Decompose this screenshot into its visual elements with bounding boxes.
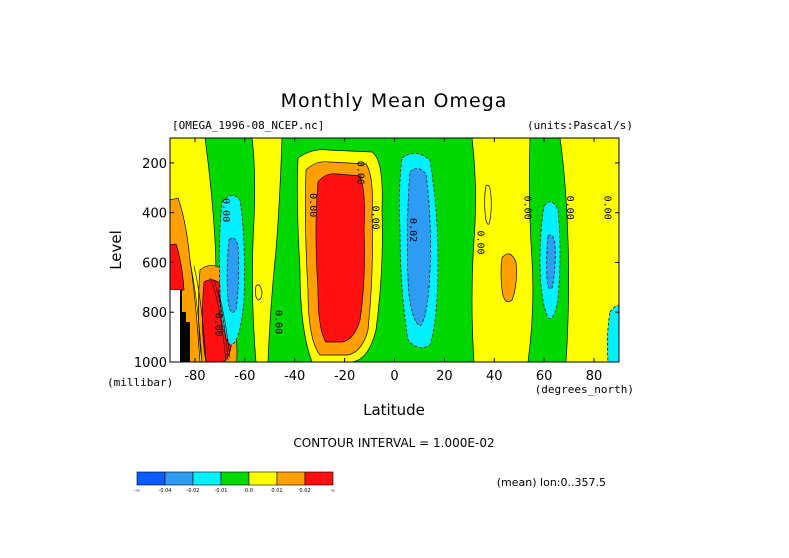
- x-tick-label: -60: [234, 369, 255, 384]
- colorbar-label: ∞: [331, 488, 335, 494]
- colorbar-swatch: [304, 471, 334, 486]
- colorbar-label: -0.04: [159, 488, 172, 494]
- band-blue-north: [546, 234, 556, 290]
- band-yellow-north: [559, 138, 619, 362]
- x-axis-label: Latitude: [363, 401, 425, 419]
- x-tick-label: 60: [536, 369, 553, 384]
- colorbar-label: -0.02: [187, 488, 200, 494]
- x-units-label: (degrees_north): [535, 383, 634, 396]
- dataset-label: [OMEGA_1996-08_NCEP.nc]: [172, 119, 324, 132]
- colorbar-label: 0.01: [271, 488, 282, 494]
- x-tick-label: 20: [436, 369, 453, 384]
- contour-interval-text: CONTOUR INTERVAL = 1.000E-02: [293, 436, 494, 450]
- x-tick-label: 40: [486, 369, 503, 384]
- y-axis: 200 400 600 800 1000: [134, 157, 619, 371]
- x-tick-label: 0: [390, 369, 398, 384]
- y-axis-label: Level: [107, 230, 125, 270]
- colorbar-label: 0.02: [299, 488, 310, 494]
- colorbar-label: 0.0: [245, 488, 253, 494]
- band-blue-south: [226, 237, 240, 313]
- footer-text: (mean) lon:0..357.5: [497, 476, 606, 489]
- topography-white: [170, 290, 180, 362]
- band-yellow-island-1: [484, 184, 492, 225]
- contour-label: 0.00: [212, 313, 223, 337]
- colorbar-swatch: [136, 471, 166, 486]
- contour-label: 0.00: [272, 310, 283, 334]
- band-yellow-island-2: [254, 284, 263, 301]
- contour-field: [170, 138, 619, 362]
- contour-label: 0.00: [220, 198, 231, 222]
- x-tick-label: -20: [334, 369, 355, 384]
- y-tick-label: 400: [142, 207, 167, 222]
- chart-title: Monthly Mean Omega: [281, 90, 508, 112]
- band-red-south: [170, 243, 185, 291]
- contour-label: 0.00: [370, 206, 381, 230]
- y-tick-label: 600: [142, 256, 167, 271]
- colorbar-swatch: [248, 471, 278, 486]
- contour-label: 0.00: [522, 196, 533, 220]
- band-orange-north: [500, 253, 517, 302]
- band-yellow-southmid: [251, 138, 283, 362]
- x-tick-label: -80: [184, 369, 205, 384]
- units-label: (units:Pascal/s): [527, 119, 633, 132]
- y-tick-label: 800: [142, 306, 167, 321]
- band-blue-equator: [406, 168, 431, 327]
- contour-label: 0.00: [307, 193, 318, 217]
- polar-contour-lines: [189, 261, 231, 362]
- x-tick-label: 80: [586, 369, 603, 384]
- contour-labels: 0.00 0.00 0.00 0.00 0.00 0.00 0.00 0.00 0.02 0.06…: [212, 161, 613, 337]
- contour-label: 0.06: [355, 161, 366, 185]
- y-tick-label: 1000: [134, 356, 167, 371]
- y-units-label: (millibar): [107, 376, 173, 389]
- colorbar-swatch: [220, 471, 250, 486]
- colorbar-label: -∞: [134, 488, 140, 494]
- colorbar: -∞ -0.04 -0.02 -0.01 0.0 0.01 0.02 ∞: [134, 471, 335, 494]
- x-axis: -80 -60 -40 -20 0 20 40 60 80: [184, 138, 602, 384]
- colorbar-swatch: [164, 471, 194, 486]
- contour-label: 0.02: [407, 218, 418, 242]
- contour-label: 0.00: [602, 196, 613, 220]
- contour-label: 0.00: [474, 230, 485, 254]
- band-red-subtropic: [315, 173, 365, 343]
- y-tick-label: 200: [142, 157, 167, 172]
- contour-label: 0.00: [564, 196, 575, 220]
- x-tick-label: -40: [284, 369, 305, 384]
- band-cyan-polar-north: [606, 305, 619, 362]
- colorbar-swatch: [192, 471, 222, 486]
- colorbar-swatch: [276, 471, 306, 486]
- colorbar-label: -0.01: [215, 488, 228, 494]
